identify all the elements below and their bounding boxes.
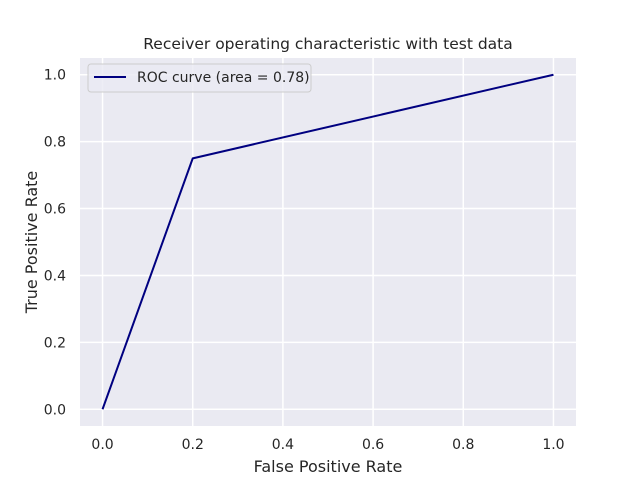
y-tick-label: 0.8 <box>44 135 66 151</box>
x-tick-label: 0.4 <box>272 437 294 453</box>
x-tick-label: 0.8 <box>452 437 474 453</box>
y-tick-label: 0.2 <box>44 335 66 351</box>
legend: ROC curve (area = 0.78) <box>87 63 312 93</box>
legend-box <box>87 63 312 93</box>
series-layer <box>101 73 554 410</box>
y-tick-label: 0.4 <box>44 268 66 284</box>
y-tick-label: 1.0 <box>44 68 66 84</box>
y-tick-label: 0.6 <box>44 202 66 218</box>
x-axis-label: False Positive Rate <box>254 457 403 476</box>
chart-title: Receiver operating characteristic with t… <box>143 35 513 53</box>
y-axis-label: True Positive Rate <box>22 171 41 315</box>
y-tick-labels: 0.0 0.2 0.4 0.6 0.8 1.0 <box>44 68 66 419</box>
x-tick-labels: 0.0 0.2 0.4 0.6 0.8 1.0 <box>91 437 564 453</box>
roc-curve-line <box>101 73 554 410</box>
y-tick-label: 0.0 <box>44 402 66 418</box>
plot-area-background <box>80 58 576 426</box>
x-tick-label: 1.0 <box>542 437 564 453</box>
x-tick-label: 0.2 <box>182 437 204 453</box>
x-tick-label: 0.0 <box>91 437 113 453</box>
legend-label: ROC curve (area = 0.78) <box>137 70 310 86</box>
x-tick-label: 0.6 <box>362 437 384 453</box>
